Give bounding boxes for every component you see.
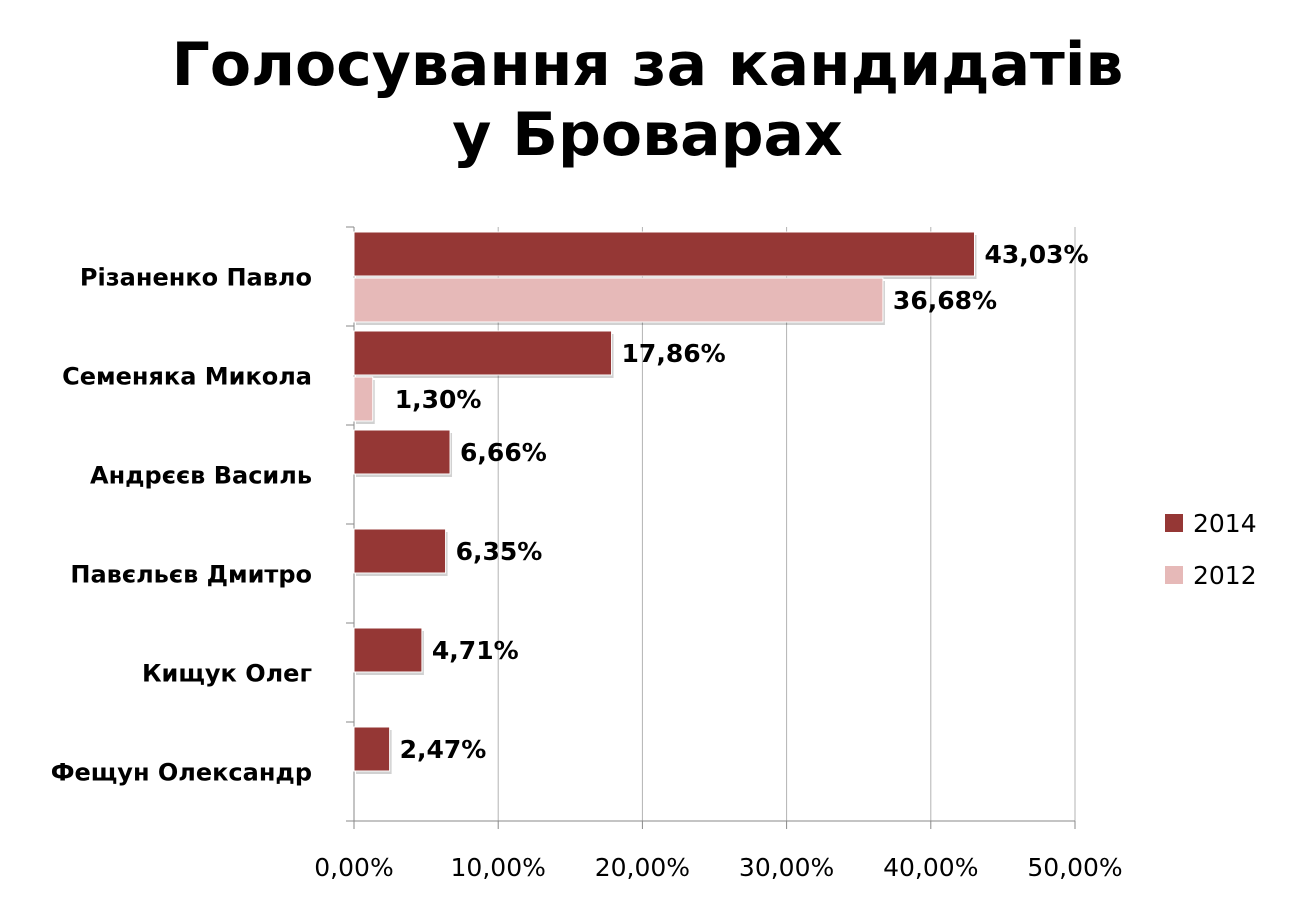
chart-title-line-1: Голосування за кандидатів <box>171 30 1124 100</box>
data-label: 1,30% <box>395 385 482 414</box>
category-label: Андрєєв Василь <box>90 462 312 490</box>
legend-label: 2014 <box>1193 509 1257 538</box>
data-label: 43,03% <box>984 240 1088 269</box>
category-label: Фещун Олександр <box>51 759 312 787</box>
data-label: 4,71% <box>432 636 519 665</box>
bar-2012 <box>353 376 374 422</box>
legend-swatch-2014 <box>1165 514 1183 532</box>
x-tick-label: 40,00% <box>883 853 978 882</box>
category-label: Різаненко Павло <box>80 264 312 292</box>
bar-2014 <box>353 528 447 574</box>
legend-swatch-2012 <box>1165 566 1183 584</box>
x-tick-label: 50,00% <box>1027 853 1122 882</box>
x-tick-label: 10,00% <box>451 853 546 882</box>
category-label: Кищук Олег <box>142 660 312 688</box>
bar-2014 <box>353 330 613 376</box>
data-label: 6,35% <box>456 537 543 566</box>
chart-title-line-2: у Броварах <box>452 100 843 170</box>
x-tick-label: 20,00% <box>595 853 690 882</box>
bar-2012 <box>353 277 884 323</box>
x-tick-label: 30,00% <box>739 853 834 882</box>
data-label: 17,86% <box>622 339 726 368</box>
data-label: 36,68% <box>893 286 997 315</box>
bar-2014 <box>353 726 391 772</box>
data-label: 2,47% <box>400 735 487 764</box>
category-label: Семеняка Микола <box>62 363 312 391</box>
bar-2014 <box>353 627 423 673</box>
bar-2014 <box>353 231 975 277</box>
category-label: Павєльєв Дмитро <box>70 561 312 589</box>
legend-label: 2012 <box>1193 561 1257 590</box>
data-label: 6,66% <box>460 438 547 467</box>
chart-title: Голосування за кандидатів у Броварах <box>0 30 1295 170</box>
bar-2014 <box>353 429 451 475</box>
x-tick-label: 0,00% <box>314 853 393 882</box>
